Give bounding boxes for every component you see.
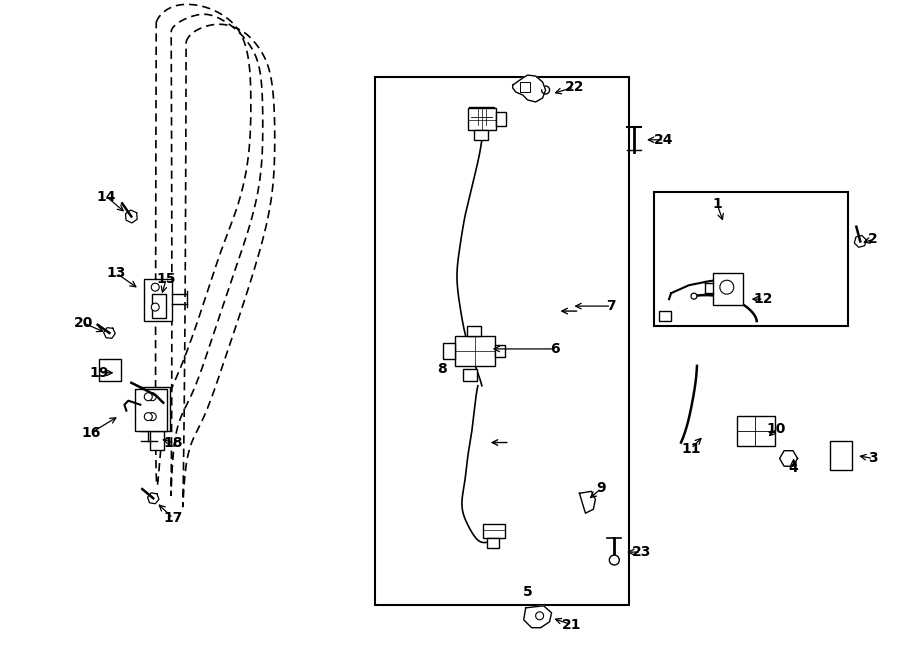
Text: 8: 8 [437, 362, 447, 376]
Text: 20: 20 [74, 316, 94, 330]
Circle shape [148, 412, 157, 420]
Bar [495, 345, 505, 357]
Text: 3: 3 [868, 451, 878, 465]
Circle shape [720, 280, 733, 294]
Bar [443, 343, 455, 359]
Text: 24: 24 [654, 133, 674, 147]
Bar [100, 359, 122, 381]
Polygon shape [854, 235, 866, 247]
Polygon shape [580, 491, 596, 513]
Text: 12: 12 [754, 292, 773, 306]
Bar [375, 77, 629, 605]
Bar [135, 389, 167, 430]
Text: 2: 2 [868, 233, 878, 247]
Text: 5: 5 [523, 585, 533, 599]
Bar [737, 416, 775, 446]
Circle shape [151, 303, 159, 311]
Bar [487, 538, 499, 548]
Bar [474, 130, 488, 140]
Text: 18: 18 [164, 436, 183, 449]
Bar [659, 311, 671, 321]
Text: 14: 14 [96, 190, 116, 204]
Polygon shape [125, 210, 137, 223]
Bar [144, 279, 172, 321]
Circle shape [148, 393, 157, 401]
Polygon shape [513, 75, 545, 102]
Text: 1: 1 [712, 196, 722, 211]
Text: 6: 6 [550, 342, 560, 356]
Polygon shape [779, 451, 797, 466]
Bar [831, 440, 852, 471]
Text: 10: 10 [767, 422, 787, 436]
Text: 7: 7 [607, 299, 616, 313]
Bar [150, 430, 164, 451]
Bar [463, 369, 477, 381]
Circle shape [151, 283, 159, 291]
Bar [470, 107, 494, 127]
Bar [140, 387, 170, 430]
Text: 13: 13 [107, 266, 126, 280]
Text: 22: 22 [564, 80, 584, 94]
Text: 9: 9 [597, 481, 607, 495]
Bar [468, 108, 496, 130]
Circle shape [536, 612, 544, 620]
Text: 4: 4 [788, 461, 798, 475]
Polygon shape [104, 328, 115, 338]
Text: 11: 11 [681, 442, 701, 455]
Bar [654, 192, 849, 326]
Text: 23: 23 [632, 545, 651, 559]
Polygon shape [148, 493, 159, 504]
Bar [713, 273, 742, 305]
Text: 17: 17 [164, 511, 183, 525]
Bar [483, 524, 505, 538]
Circle shape [609, 555, 619, 565]
Bar [496, 112, 506, 126]
Text: 21: 21 [562, 618, 581, 632]
Polygon shape [524, 606, 552, 628]
Bar [467, 326, 481, 336]
Circle shape [691, 293, 697, 299]
Text: 15: 15 [157, 272, 176, 286]
Bar [152, 294, 166, 318]
Text: 19: 19 [90, 366, 109, 380]
Bar [519, 82, 530, 92]
Circle shape [144, 412, 152, 420]
Circle shape [144, 393, 152, 401]
Bar [455, 336, 495, 366]
Text: 16: 16 [82, 426, 101, 440]
